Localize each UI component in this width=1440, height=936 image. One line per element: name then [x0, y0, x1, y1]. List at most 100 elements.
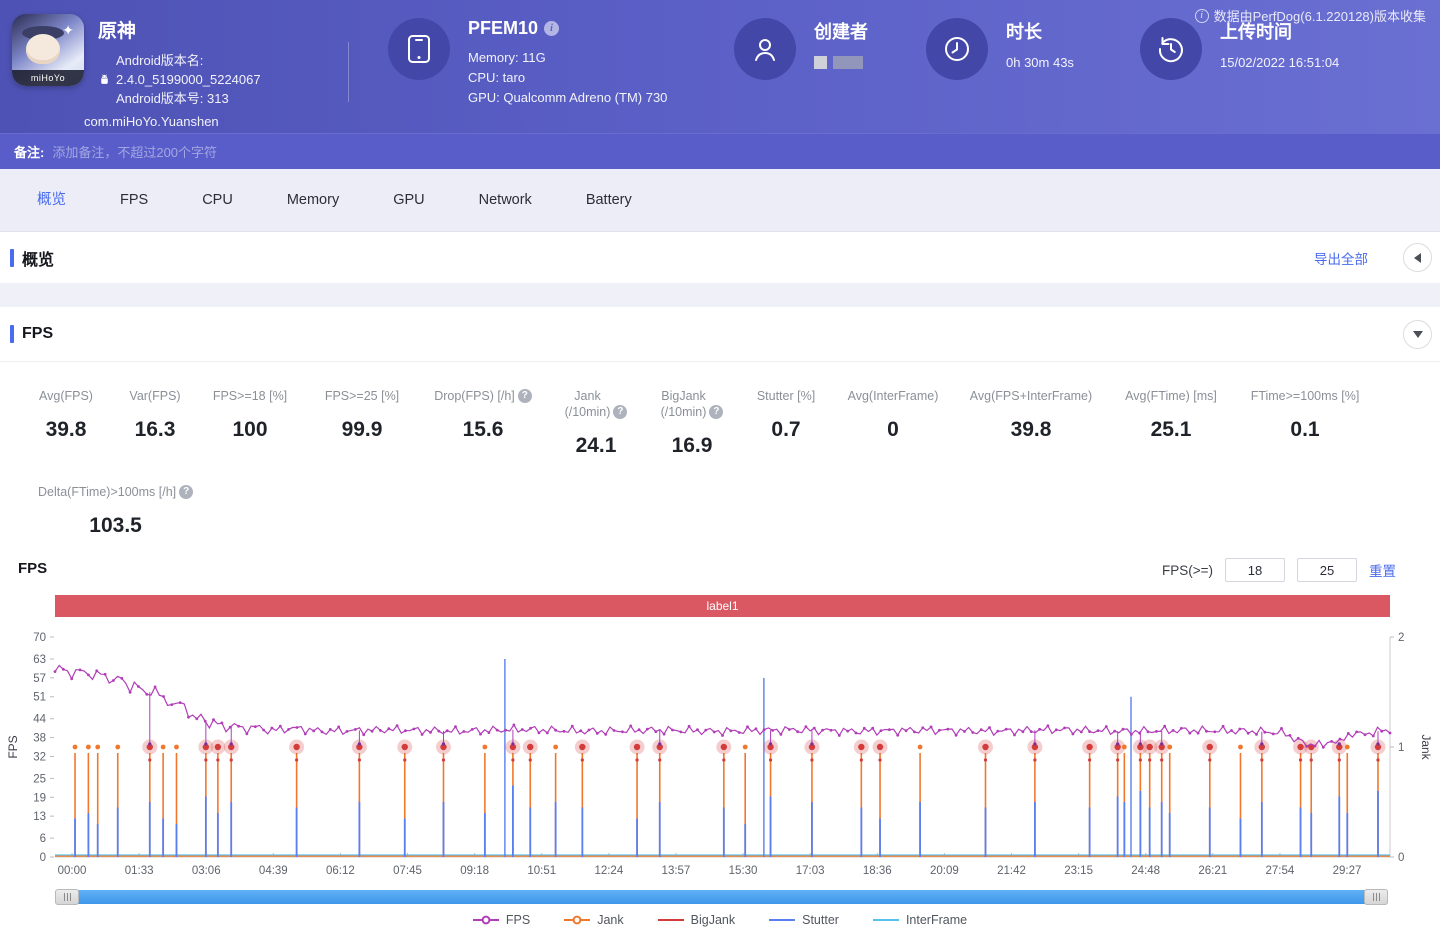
upload-time-label: 上传时间 — [1220, 18, 1339, 44]
fps-metric: Jank(/10min)?24.1 — [546, 388, 646, 458]
scrollbar-left-handle[interactable] — [55, 889, 79, 905]
legend-marker-icon — [769, 915, 795, 925]
banner-label: label1 — [706, 599, 738, 613]
fps-metric: BigJank(/10min)?16.9 — [646, 388, 738, 458]
svg-text:09:18: 09:18 — [460, 865, 489, 877]
android-icon — [98, 73, 111, 86]
legend-marker-icon — [473, 915, 499, 925]
app-block: ✦ miHoYo 原神 Android版本名: 2.4.0_5199000_52… — [12, 14, 261, 129]
sparkle-icon: ✦ — [62, 22, 74, 39]
svg-text:1: 1 — [1398, 742, 1404, 754]
chart-range-scrollbar[interactable] — [0, 889, 1440, 906]
svg-text:07:45: 07:45 — [393, 865, 422, 877]
svg-text:17:03: 17:03 — [796, 865, 825, 877]
help-icon[interactable]: ? — [179, 485, 193, 499]
svg-text:24:48: 24:48 — [1131, 865, 1160, 877]
scrollbar-right-handle[interactable] — [1364, 889, 1388, 905]
tab-gpu[interactable]: GPU — [366, 169, 451, 232]
export-all-link[interactable]: 导出全部 — [1314, 248, 1368, 268]
metric-value: 16.3 — [135, 418, 176, 442]
metric-value: 39.8 — [1011, 418, 1052, 442]
tab-bar: 概览FPSCPUMemoryGPUNetworkBattery — [0, 169, 1440, 232]
svg-text:13:57: 13:57 — [662, 865, 691, 877]
person-icon — [734, 18, 796, 80]
fps-metric-delta: Delta(FTime)>100ms [/h] ? 103.5 — [38, 484, 193, 538]
tab-network[interactable]: Network — [452, 169, 559, 232]
duration-value: 0h 30m 43s — [1006, 53, 1074, 73]
svg-text:01:33: 01:33 — [125, 865, 154, 877]
app-icon-brand: miHoYo — [12, 70, 84, 86]
svg-text:6: 6 — [40, 833, 46, 845]
remark-bar[interactable]: 备注: 添加备注，不超过200个字符 — [0, 133, 1440, 169]
fps-chart: 0613192532384451576370FPS012Jank00:0001:… — [0, 623, 1440, 887]
fps-chart-title: FPS — [18, 560, 47, 577]
reset-link[interactable]: 重置 — [1369, 560, 1396, 580]
device-info-icon[interactable]: i — [544, 21, 559, 36]
svg-text:20:09: 20:09 — [930, 865, 959, 877]
legend-item-interframe[interactable]: InterFrame — [873, 913, 967, 927]
fps-threshold-input-2[interactable] — [1297, 558, 1357, 582]
svg-text:12:24: 12:24 — [594, 865, 623, 877]
legend-marker-icon — [564, 915, 590, 925]
section-gap — [0, 283, 1440, 307]
tab-memory[interactable]: Memory — [260, 169, 366, 232]
chart-annotation-banner: label1 — [55, 595, 1390, 617]
svg-text:06:12: 06:12 — [326, 865, 355, 877]
svg-text:03:06: 03:06 — [192, 865, 221, 877]
svg-text:27:54: 27:54 — [1266, 865, 1295, 877]
legend-item-jank[interactable]: Jank — [564, 913, 623, 927]
fps-threshold-input-1[interactable] — [1225, 558, 1285, 582]
tab-概览[interactable]: 概览 — [10, 169, 93, 232]
svg-text:25: 25 — [33, 773, 46, 785]
device-gpu: GPU: Qualcomm Adreno (TM) 730 — [468, 88, 667, 108]
tab-cpu[interactable]: CPU — [175, 169, 260, 232]
fps-metric: FTime>=100ms [%]0.1 — [1232, 388, 1378, 458]
device-block: PFEM10 i Memory: 11G CPU: taro GPU: Qual… — [388, 18, 667, 108]
legend-item-stutter[interactable]: Stutter — [769, 913, 839, 927]
tab-fps[interactable]: FPS — [93, 169, 175, 232]
fps-metric: Avg(FPS+InterFrame)39.8 — [952, 388, 1110, 458]
legend-item-bigjank[interactable]: BigJank — [658, 913, 735, 927]
creator-block: 创建者 — [734, 18, 868, 80]
svg-text:04:39: 04:39 — [259, 865, 288, 877]
svg-text:13: 13 — [33, 811, 46, 823]
help-icon[interactable]: ? — [613, 405, 627, 419]
triangle-down-icon — [1413, 331, 1423, 338]
collapse-down-button[interactable] — [1403, 320, 1432, 349]
fps-metric: Avg(FPS)39.8 — [18, 388, 114, 458]
fps-metric: Var(FPS)16.3 — [114, 388, 196, 458]
fps-metric: Stutter [%]0.7 — [738, 388, 834, 458]
history-clock-icon — [1140, 18, 1202, 80]
chart-legend: FPS Jank BigJank Stutter InterFrame — [0, 913, 1440, 927]
svg-text:70: 70 — [33, 632, 46, 644]
duration-block: 时长 0h 30m 43s — [926, 18, 1074, 80]
fps-threshold-label: FPS(>=) — [1162, 563, 1213, 578]
svg-text:18:36: 18:36 — [863, 865, 892, 877]
metric-value: 0.1 — [1290, 418, 1319, 442]
legend-item-fps[interactable]: FPS — [473, 913, 530, 927]
help-icon[interactable]: ? — [709, 405, 723, 419]
svg-text:21:42: 21:42 — [997, 865, 1026, 877]
upload-time-value: 15/02/2022 16:51:04 — [1220, 53, 1339, 73]
svg-text:63: 63 — [33, 654, 46, 666]
svg-text:57: 57 — [33, 673, 46, 685]
svg-text:2: 2 — [1398, 632, 1404, 644]
metric-value: 100 — [232, 418, 267, 442]
tab-battery[interactable]: Battery — [559, 169, 659, 232]
metric-value: 103.5 — [89, 514, 142, 538]
android-version-name-label: Android版本名: — [116, 51, 261, 70]
help-icon[interactable]: ? — [518, 389, 532, 403]
svg-text:FPS: FPS — [6, 735, 20, 758]
accent-bar — [10, 325, 14, 343]
phone-icon — [388, 18, 450, 80]
app-icon: ✦ miHoYo — [12, 14, 84, 86]
svg-text:32: 32 — [33, 751, 46, 763]
fps-metric: Drop(FPS) [/h]?15.6 — [420, 388, 546, 458]
scrollbar-track[interactable] — [57, 890, 1388, 904]
metric-value: 39.8 — [46, 418, 87, 442]
metric-value: 24.1 — [576, 434, 617, 458]
collapse-left-button[interactable] — [1403, 243, 1432, 272]
metric-value: 15.6 — [463, 418, 504, 442]
duration-label: 时长 — [1006, 18, 1074, 44]
svg-text:19: 19 — [33, 792, 46, 804]
